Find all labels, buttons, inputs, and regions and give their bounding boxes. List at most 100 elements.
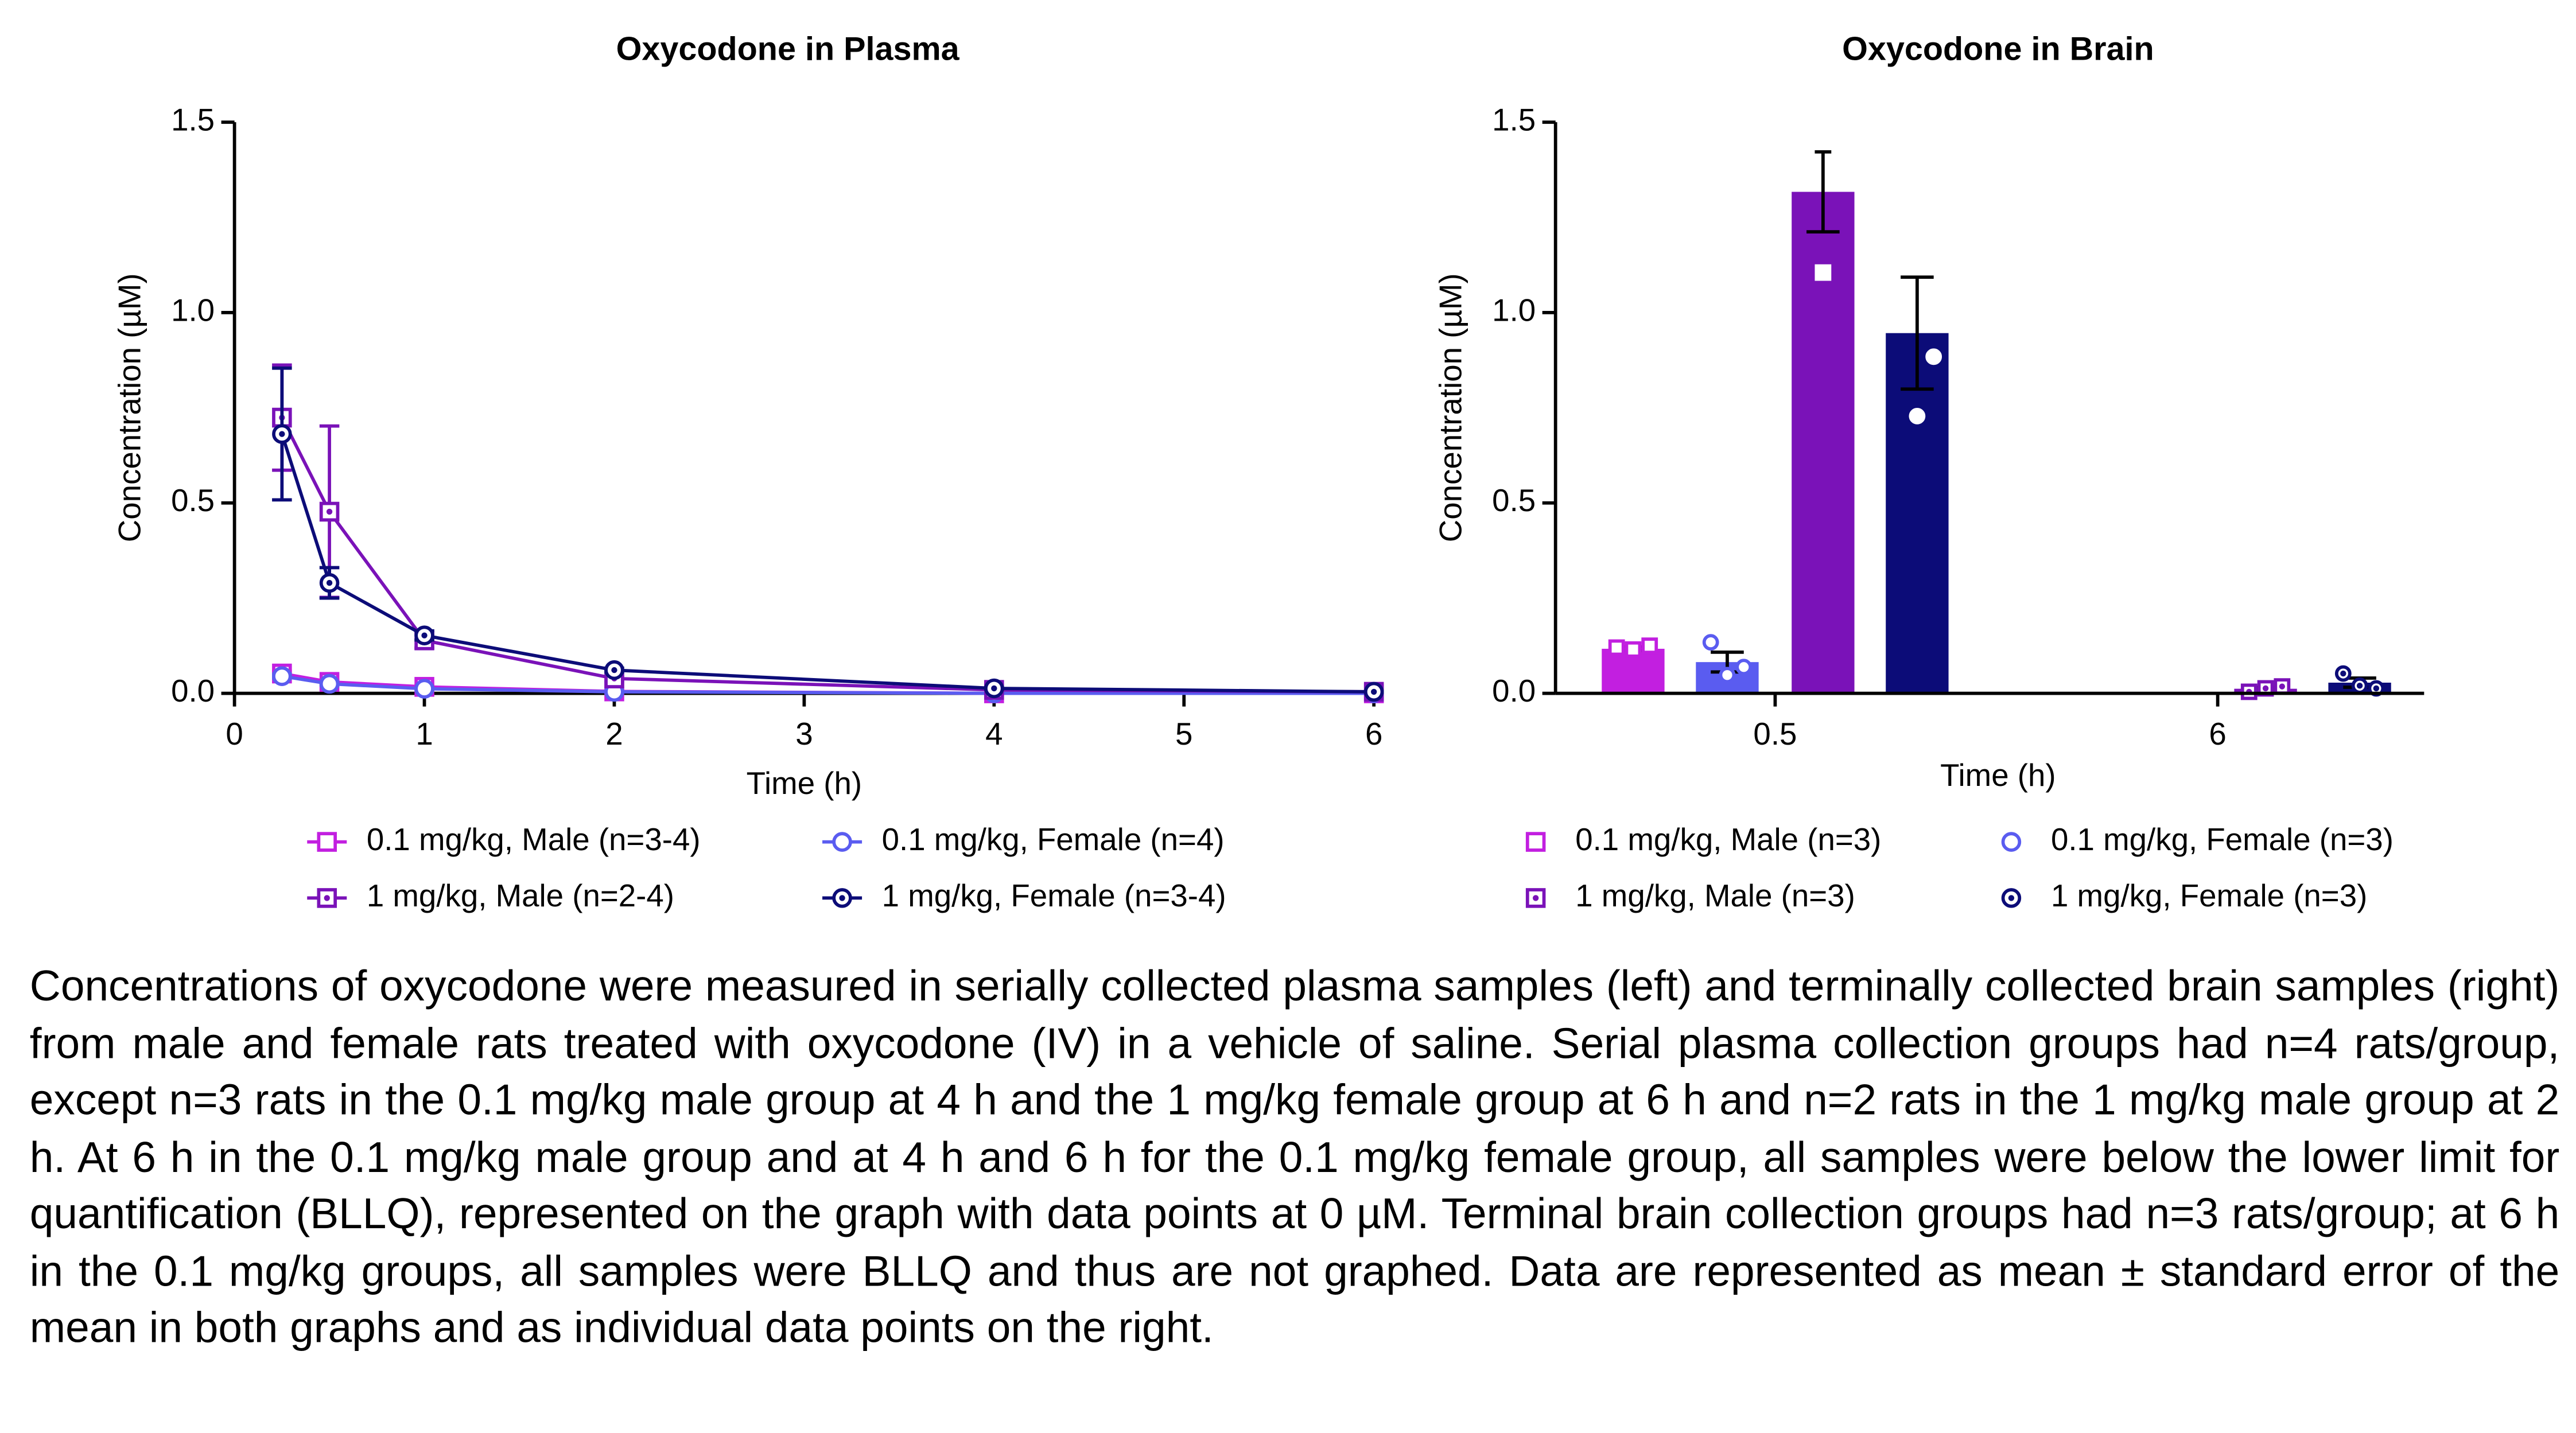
marker: [319, 673, 340, 694]
marker-dot: [2340, 670, 2346, 677]
marker-dot: [2356, 683, 2363, 689]
marker: [1719, 667, 1736, 684]
marker: [1702, 634, 1719, 651]
bar: [1886, 333, 1949, 694]
marker-dot: [1820, 269, 1827, 276]
marker-dot: [1803, 146, 1810, 152]
marker-square: [1608, 639, 1625, 656]
marker-dot: [2373, 685, 2380, 692]
x-tick-label: 5: [1175, 716, 1192, 751]
legend-label: 1 mg/kg, Female (n=3): [2051, 878, 2367, 913]
legend-label: 1 mg/kg, Female (n=3-4): [882, 878, 1226, 913]
marker: [604, 660, 624, 680]
marker-dot: [2279, 683, 2286, 690]
legend-marker: [832, 832, 852, 852]
x-tick-label: 1: [415, 716, 433, 751]
y-axis-label: Concentration (µM): [112, 273, 147, 542]
legend-label: 0.1 mg/kg, Male (n=3-4): [367, 822, 701, 857]
legend-label: 1 mg/kg, Male (n=2-4): [367, 878, 674, 913]
y-tick-label: 0.0: [171, 673, 215, 708]
marker: [1735, 659, 1753, 676]
x-axis-label: Time (h): [1940, 758, 2056, 793]
marker-circle: [1702, 634, 1719, 651]
marker-dot: [326, 579, 333, 586]
marker-circle: [832, 832, 852, 852]
y-tick-label: 0.5: [1492, 483, 1536, 518]
x-tick-label: 2: [605, 716, 623, 751]
marker: [1892, 217, 1909, 235]
y-tick-label: 0.5: [171, 483, 215, 518]
x-tick-label: 0.5: [1753, 716, 1797, 751]
marker-circle: [319, 673, 340, 694]
caption: Concentrations of oxycodone were measure…: [29, 960, 2560, 1352]
x-tick-label: 4: [985, 716, 1003, 751]
legend-marker: [2001, 888, 2022, 908]
marker: [1831, 145, 1848, 162]
marker-circle: [414, 679, 434, 699]
legend-marker: [1525, 888, 1546, 908]
x-tick-label: 0: [226, 716, 243, 751]
marker-dot: [1914, 413, 1921, 419]
marker: [1798, 141, 1815, 157]
marker: [1363, 682, 1384, 702]
marker: [1925, 348, 1942, 365]
marker-dot: [279, 431, 285, 437]
marker-circle: [272, 666, 292, 686]
x-axis-label: Time (h): [747, 766, 862, 801]
legend-marker: [1525, 832, 1546, 852]
y-tick-label: 1.5: [171, 102, 215, 137]
marker-square: [1641, 637, 1658, 655]
marker-dot: [839, 895, 845, 901]
x-tick-label: 3: [795, 716, 813, 751]
marker: [1909, 407, 1926, 425]
marker-dot: [2262, 685, 2269, 692]
legend-label: 0.1 mg/kg, Male (n=3): [1575, 822, 1881, 857]
error-bar: [1901, 275, 1934, 391]
marker-dot: [991, 685, 997, 692]
charts: Oxycodone in Plasma 0.0 0.5 1.0 1.5 Concentra…: [112, 30, 2425, 913]
chart-title: Oxycodone in Plasma: [616, 30, 960, 67]
chart-title: Oxycodone in Brain: [1842, 30, 2154, 67]
series-line: [280, 433, 1374, 694]
y-axis-label: Concentration (µM): [1433, 273, 1468, 542]
marker-dot: [421, 632, 428, 638]
marker-dot: [1370, 688, 1377, 695]
y-tick-label: 1.0: [171, 293, 215, 328]
marker-dot: [611, 667, 617, 673]
marker: [2351, 677, 2368, 694]
legend-label: 0.1 mg/kg, Female (n=4): [882, 822, 1225, 857]
marker-dot: [1930, 353, 1937, 360]
y-tick-label: 0.0: [1492, 673, 1536, 708]
legend-marker: [2001, 832, 2022, 852]
legend-label: 0.1 mg/kg, Female (n=3): [2051, 822, 2394, 857]
marker-dot: [1836, 150, 1843, 157]
marker-square: [1625, 641, 1642, 658]
marker-square: [1525, 832, 1546, 852]
marker-dot: [1532, 895, 1539, 901]
marker-dot: [326, 508, 333, 515]
legend-marker: [317, 832, 337, 852]
marker-circle: [2001, 832, 2022, 852]
marker: [1608, 639, 1625, 656]
marker-circle: [1719, 667, 1736, 684]
marker: [2334, 665, 2352, 682]
legend-label: 1 mg/kg, Male (n=3): [1575, 878, 1855, 913]
marker-dot: [324, 895, 330, 901]
legend-marker: [317, 888, 337, 908]
marker: [272, 424, 292, 444]
y-tick-label: 1.0: [1492, 293, 1536, 328]
x-tick-label: 6: [2209, 716, 2226, 751]
x-tick-label: 6: [1365, 716, 1382, 751]
marker-circle: [1735, 659, 1753, 676]
marker: [414, 625, 434, 645]
marker: [984, 678, 1004, 699]
marker-square: [317, 832, 337, 852]
marker: [272, 666, 292, 686]
marker: [414, 679, 434, 699]
marker-dot: [1897, 223, 1904, 229]
legend-marker: [832, 888, 852, 908]
marker: [1641, 637, 1658, 655]
y-tick-label: 1.5: [1492, 102, 1536, 137]
